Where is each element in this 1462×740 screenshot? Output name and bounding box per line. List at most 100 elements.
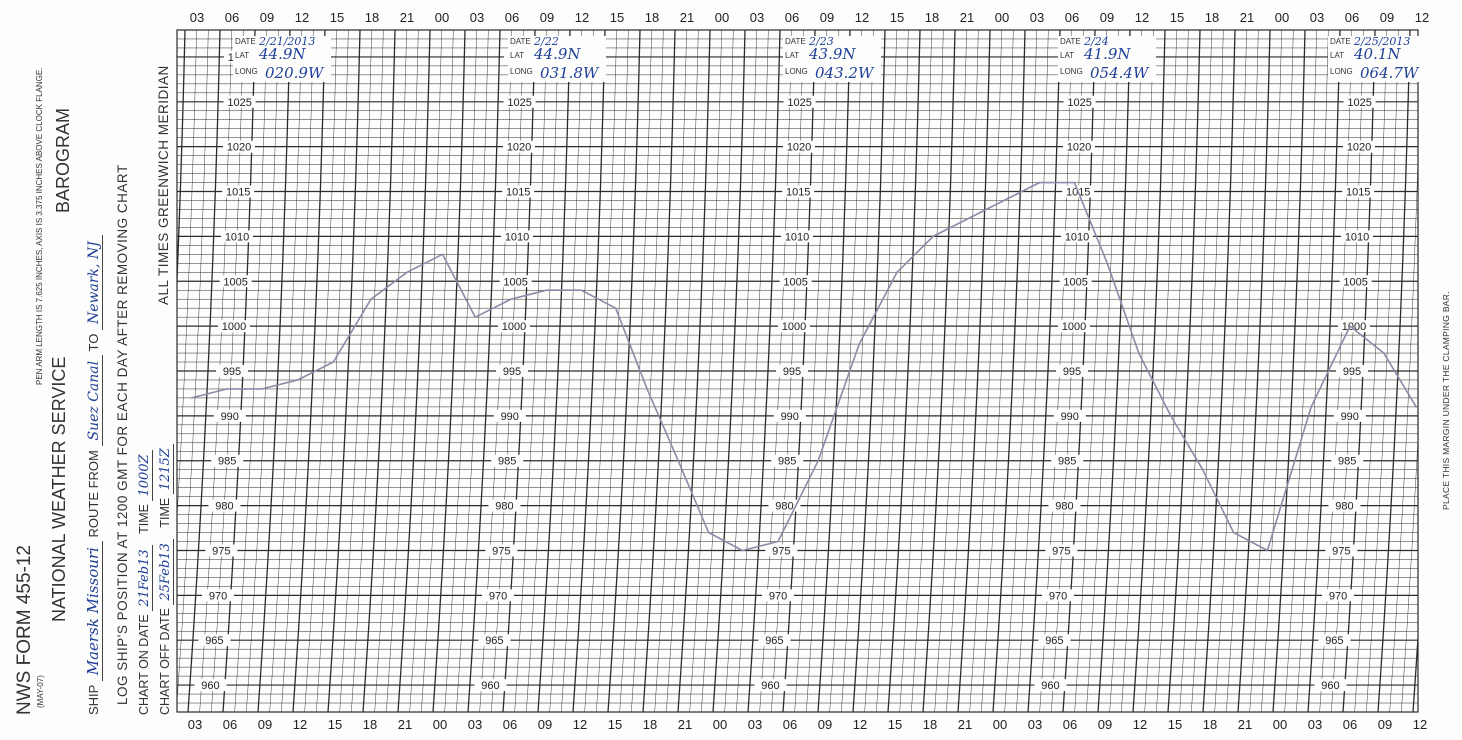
- position-stamp: DATE 2/21/2013LAT 44.9NLONG 020.9W: [233, 35, 331, 82]
- trace-point: [708, 532, 710, 534]
- stamp-label: LONG: [235, 67, 258, 76]
- hour-tick-label: 03: [1310, 10, 1324, 25]
- stamp-value: 40.1N: [1353, 45, 1401, 63]
- pressure-tick-label: 975: [212, 545, 230, 557]
- pressure-tick-label: 1010: [505, 231, 529, 243]
- pressure-tick-label: 1010: [1345, 231, 1369, 243]
- hour-tick-label: 06: [225, 10, 239, 25]
- hour-tick-label: 00: [993, 717, 1007, 732]
- hour-tick-label: 03: [748, 717, 762, 732]
- log-instruction: LOG SHIP'S POSITION AT 1200 GMT FOR EACH…: [115, 164, 130, 705]
- hour-tick-label: 03: [1308, 717, 1322, 732]
- chart-off-time: 1215Z: [158, 444, 174, 494]
- stamp-value: 043.2W: [815, 64, 875, 82]
- pressure-tick-label: 1005: [223, 276, 247, 288]
- pressure-tick-label: 995: [783, 366, 801, 378]
- trace-point: [1383, 352, 1385, 354]
- route-from-label: ROUTE FROM: [86, 450, 101, 537]
- pressure-tick-label: 1015: [786, 187, 810, 199]
- pressure-tick-label: 1025: [227, 97, 251, 109]
- form-number: NWS FORM 455-12: [14, 545, 36, 715]
- stamp-value: 020.9W: [265, 64, 325, 82]
- trace-point: [817, 460, 819, 462]
- hour-tick-label: 12: [853, 717, 867, 732]
- hour-tick-label: 09: [1378, 717, 1392, 732]
- hour-tick-label: 00: [1275, 10, 1289, 25]
- ship-line: SHIP Maersk Missouri ROUTE FROM Suez Can…: [84, 235, 102, 715]
- chart-on-label: CHART ON DATE: [137, 614, 151, 715]
- trace-point: [1039, 182, 1041, 184]
- hour-tick-label: 06: [1345, 10, 1359, 25]
- hour-tick-label: 06: [503, 717, 517, 732]
- pressure-tick-label: 980: [1055, 501, 1073, 513]
- hour-tick-label: 09: [1380, 10, 1394, 25]
- hour-tick-label: 03: [468, 717, 482, 732]
- stamp-label: DATE: [235, 37, 256, 46]
- hour-tick-label: 09: [1100, 10, 1114, 25]
- pressure-tick-label: 1005: [503, 276, 527, 288]
- trace-point: [406, 271, 408, 273]
- stamp-label: LAT: [235, 51, 249, 60]
- trace-point: [370, 298, 372, 300]
- route-from-value: Suez Canal: [86, 355, 103, 447]
- hour-tick-label: 18: [363, 717, 377, 732]
- pressure-tick-label: 1020: [1347, 142, 1371, 154]
- chart-on-line: CHART ON DATE 21Feb13 TIME 1000Z: [137, 450, 152, 715]
- stamp-label: LAT: [510, 51, 524, 60]
- chart-off-time-label: TIME: [158, 498, 172, 528]
- pressure-tick-label: 985: [218, 456, 236, 468]
- stamp-label: LAT: [785, 51, 799, 60]
- hour-tick-label: 00: [1273, 717, 1287, 732]
- trace-point: [333, 361, 335, 363]
- hour-tick-label: 09: [260, 10, 274, 25]
- stamp-label: LAT: [1330, 51, 1344, 60]
- pressure-tick-label: 985: [498, 456, 516, 468]
- trace-point: [1233, 532, 1235, 534]
- form-date: (MAY-07): [36, 675, 45, 708]
- position-stamp: DATE 2/22LAT 44.9NLONG 031.8W: [508, 35, 606, 82]
- hour-tick-label: 00: [995, 10, 1009, 25]
- pressure-tick-label: 990: [1061, 411, 1079, 423]
- trace-point: [191, 397, 193, 399]
- hour-tick-label: 00: [715, 10, 729, 25]
- hour-tick-label: 06: [1343, 717, 1357, 732]
- hour-tick-label: 15: [608, 717, 622, 732]
- pressure-tick-label: 990: [1341, 411, 1359, 423]
- hour-tick-label: 21: [400, 10, 414, 25]
- barogram-title: BAROGRAM: [53, 108, 74, 213]
- pressure-tick-label: 1000: [222, 321, 246, 333]
- hour-tick-label: 03: [188, 717, 202, 732]
- pressure-tick-label: 1020: [787, 142, 811, 154]
- pressure-tick-label: 1010: [1065, 231, 1089, 243]
- pressure-tick-label: 970: [489, 590, 507, 602]
- hour-tick-label: 09: [538, 717, 552, 732]
- stamp-label: LONG: [510, 67, 533, 76]
- stamp-label: LONG: [785, 67, 808, 76]
- trace-point: [1138, 352, 1140, 354]
- pressure-tick-label: 995: [1343, 366, 1361, 378]
- hour-tick-label: 12: [295, 10, 309, 25]
- hour-tick-label: 09: [820, 10, 834, 25]
- hour-tick-label: 18: [1203, 717, 1217, 732]
- hour-tick-label: 18: [645, 10, 659, 25]
- pressure-tick-label: 985: [1058, 456, 1076, 468]
- trace-point: [1170, 415, 1172, 417]
- pressure-tick-label: 960: [481, 680, 499, 692]
- stamp-label: DATE: [1330, 37, 1351, 46]
- trace-point: [777, 541, 779, 543]
- stamp-label: LONG: [1330, 67, 1353, 76]
- trace-point: [858, 343, 860, 345]
- stamp-value: 41.9N: [1083, 45, 1131, 63]
- pressure-tick-label: 1000: [502, 321, 526, 333]
- hour-tick-label: 15: [888, 717, 902, 732]
- clamping-bar-note: PLACE THIS MARGIN UNDER THE CLAMPING BAR…: [1441, 291, 1451, 510]
- pressure-tick-label: 965: [765, 635, 783, 647]
- hour-tick-label: 00: [435, 10, 449, 25]
- hour-tick-label: 18: [365, 10, 379, 25]
- hour-tick-label: 03: [1030, 10, 1044, 25]
- chart-off-date: 25Feb13: [158, 539, 174, 604]
- hour-tick-label: 06: [1065, 10, 1079, 25]
- stamp-value: 44.9N: [258, 45, 306, 63]
